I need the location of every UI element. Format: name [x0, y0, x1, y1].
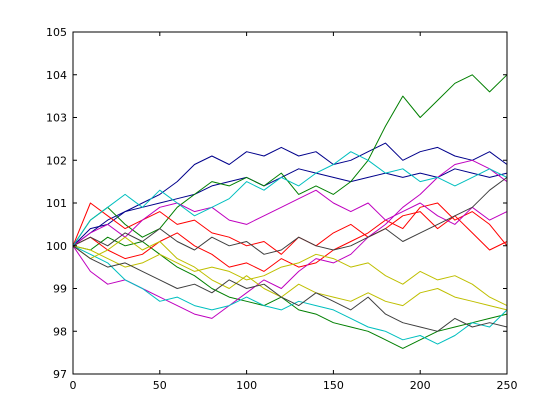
series-line-4: [72, 236, 508, 349]
series-line-10: [72, 245, 508, 345]
x-tick-label: 250: [497, 379, 518, 392]
x-tick-label: 50: [153, 379, 167, 392]
x-tick-label: 200: [410, 379, 431, 392]
series-line-8: [72, 189, 508, 247]
y-tick-label: 105: [46, 26, 67, 39]
y-tick-label: 103: [46, 112, 67, 125]
y-tick-label: 100: [46, 240, 67, 253]
tick-layer: 0 50 100 150 200 250 97 98 99 100 101 102 103 104 105: [46, 26, 518, 392]
series-line-14: [72, 176, 508, 255]
x-tick-label: 0: [70, 379, 77, 392]
series-line-6: [72, 202, 508, 272]
y-tick-label: 98: [53, 325, 67, 338]
series-line-7: [72, 159, 508, 319]
series-line-12: [72, 245, 508, 307]
y-tick-label: 102: [46, 154, 67, 167]
series-line-2: [72, 168, 508, 247]
y-tick-label: 101: [46, 197, 67, 210]
series-line-11: [72, 236, 508, 311]
y-tick-label: 97: [53, 368, 67, 381]
series-layer: [72, 74, 508, 349]
y-tick-label: 104: [46, 69, 67, 82]
series-line-3: [72, 74, 508, 247]
series-line-9: [72, 151, 508, 247]
series-line-13: [72, 245, 508, 332]
series-line-1: [72, 142, 508, 247]
x-tick-label: 150: [323, 379, 344, 392]
x-tick-label: 100: [236, 379, 257, 392]
y-tick-label: 99: [53, 283, 67, 296]
